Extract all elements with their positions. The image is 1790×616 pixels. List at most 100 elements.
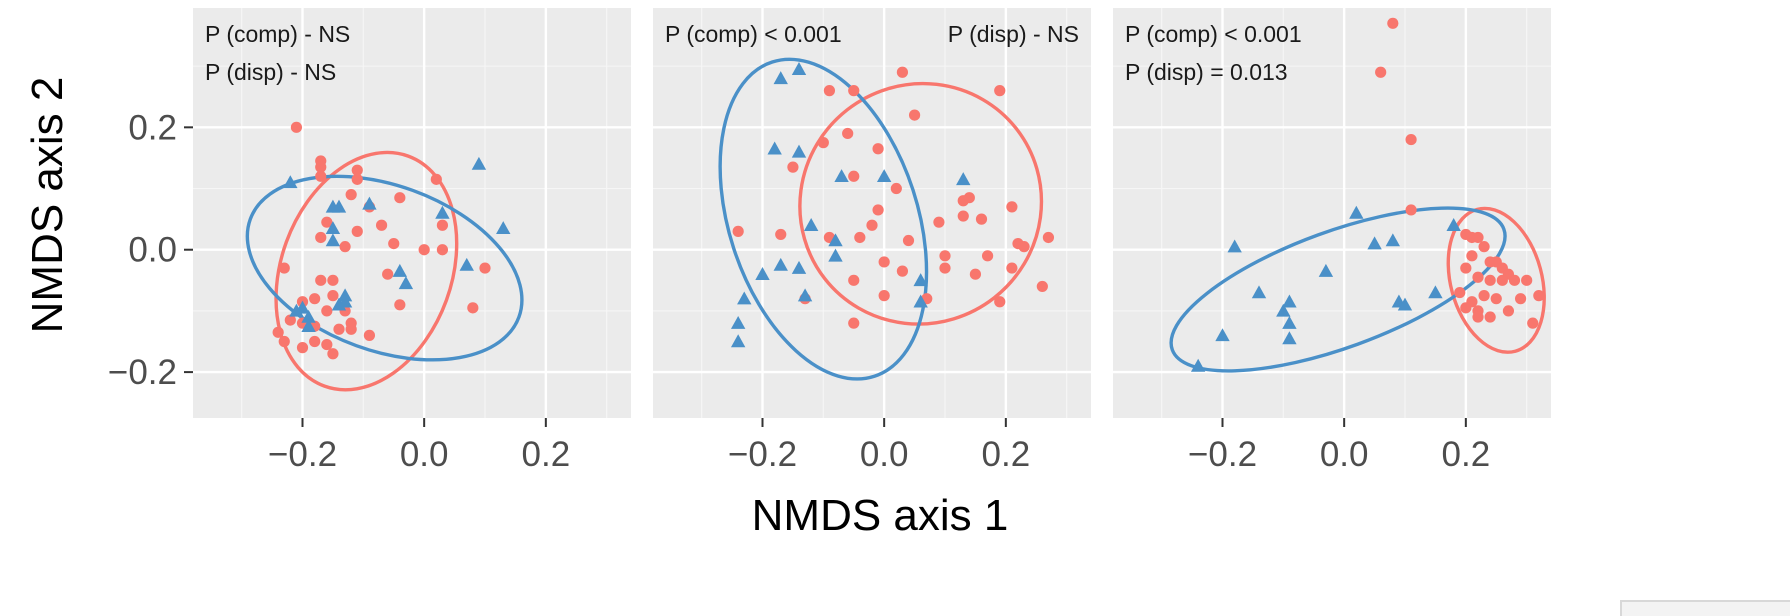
- circle-point: [975, 213, 988, 225]
- circle-point: [315, 170, 327, 182]
- triangle-point: [1318, 263, 1334, 277]
- triangle-point: [791, 144, 807, 158]
- circle-point: [848, 85, 860, 97]
- y-axis-title: NMDS axis 2: [23, 77, 72, 334]
- x-tick-label: −0.2: [728, 435, 797, 474]
- triangle-point: [1276, 303, 1291, 317]
- circle-point: [896, 66, 909, 78]
- facet-panel-2: P (comp) < 0.001 P (disp) - NS −0.2 0.0 0.2: [653, 8, 1091, 474]
- triangle-point: [392, 263, 408, 277]
- circle-point: [315, 161, 327, 173]
- circle-point: [957, 195, 969, 207]
- circle-point: [787, 161, 799, 173]
- triangle-point: [828, 248, 843, 262]
- circle-point: [848, 274, 860, 286]
- triangle-point: [301, 309, 316, 323]
- circle-point: [1478, 241, 1490, 253]
- triangle-point: [1367, 236, 1382, 250]
- circle-point: [394, 299, 406, 311]
- triangle-point: [791, 260, 807, 274]
- circle-point: [388, 237, 400, 250]
- circle-point: [908, 109, 921, 121]
- circle-point: [394, 192, 406, 204]
- x-axis-title: NMDS axis 1: [752, 491, 1009, 540]
- triangle-point: [876, 169, 892, 183]
- circle-point: [1405, 133, 1417, 146]
- circle-point: [309, 293, 321, 305]
- triangle-point: [913, 273, 928, 287]
- circle-point: [315, 274, 327, 286]
- circle-point: [375, 219, 388, 231]
- blue-confidence-ellipse: [1169, 206, 1507, 373]
- triangle-point: [459, 257, 474, 271]
- circle-point: [872, 143, 884, 155]
- circle-point: [351, 164, 363, 176]
- circle-point: [1490, 293, 1502, 305]
- circle-point: [1460, 228, 1472, 241]
- circle-point: [327, 348, 339, 360]
- circle-point: [351, 225, 363, 237]
- circle-point: [969, 268, 982, 280]
- p-value-annotation: P (comp) < 0.001: [1125, 21, 1302, 47]
- y-tick-label: −0.2: [108, 353, 177, 392]
- triangle-point: [337, 294, 353, 308]
- p-value-annotation: P (disp) - NS: [205, 59, 336, 85]
- triangle-point: [289, 303, 304, 317]
- circle-point: [1036, 280, 1048, 293]
- triangle-point: [1282, 294, 1297, 308]
- panels-layer: P (comp) - NSP (disp) - NS−0.2 0.0 0.2P (c…: [193, 8, 1551, 474]
- p-value-annotation: P (disp) = 0.013: [1125, 59, 1288, 85]
- triangle-point: [1349, 205, 1364, 219]
- x-tick-label: 0.2: [982, 435, 1031, 474]
- panel-background: [1113, 8, 1551, 418]
- triangle-point: [1385, 233, 1401, 247]
- circle-point: [1466, 250, 1478, 262]
- triangle-point: [797, 288, 813, 302]
- triangle-point: [471, 156, 487, 170]
- circle-point: [382, 268, 394, 280]
- circle-point: [339, 241, 351, 253]
- circle-point: [418, 244, 430, 256]
- circle-point: [321, 338, 333, 351]
- circle-point: [278, 262, 290, 274]
- triangle-point: [283, 175, 298, 189]
- triangle-point: [1282, 315, 1297, 329]
- circle-point: [1508, 274, 1521, 286]
- circle-point: [1042, 231, 1055, 244]
- facet-panel-3: P (comp) < 0.001 P (disp) = 0.013 −0.2 0.0 0…: [1113, 8, 1551, 474]
- p-value-annotation: P (disp) - NS: [948, 21, 1079, 47]
- circle-point: [1478, 290, 1490, 302]
- triangle-point: [1397, 297, 1413, 311]
- triangle-point: [834, 169, 849, 183]
- triangle-point: [398, 276, 414, 290]
- circle-point: [878, 256, 890, 268]
- facet-panel-1: P (comp) - NS P (disp) - NS −0.2 0.0 0.2: [193, 8, 631, 474]
- blue-confidence-ellipse: [245, 174, 524, 362]
- circle-point: [939, 262, 951, 274]
- triangle-point: [737, 291, 752, 305]
- triangle-point: [301, 319, 316, 332]
- panel-background: [653, 8, 1091, 418]
- triangle-point: [1446, 218, 1461, 231]
- triangle-point: [496, 221, 511, 235]
- circle-point: [284, 314, 296, 326]
- circle-point: [1484, 311, 1496, 323]
- circle-point: [296, 342, 309, 354]
- circle-point: [321, 216, 333, 228]
- circle-point: [775, 228, 787, 241]
- circle-point: [933, 216, 945, 228]
- circle-point: [1018, 241, 1030, 253]
- circle-point: [848, 170, 860, 182]
- red-confidence-ellipse: [798, 81, 1044, 326]
- circle-point: [817, 137, 829, 149]
- x-tick-label: −0.2: [268, 435, 337, 474]
- triangle-point: [730, 315, 746, 329]
- circle-point: [272, 326, 284, 338]
- circle-point: [333, 323, 345, 335]
- x-tick-label: 0.0: [1320, 435, 1369, 474]
- circle-point: [327, 274, 339, 286]
- x-tick-label: 0.0: [400, 435, 449, 474]
- circle-point: [854, 231, 866, 244]
- circle-point: [1533, 290, 1545, 302]
- circle-point: [1375, 66, 1387, 78]
